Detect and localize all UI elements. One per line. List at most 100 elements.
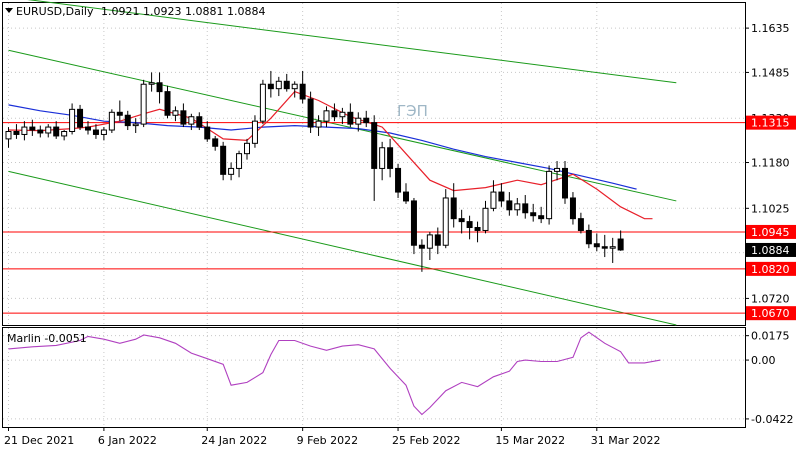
symbol-dropdown-icon[interactable] xyxy=(5,8,13,13)
time-tick-label: 25 Feb 2022 xyxy=(392,434,460,447)
candle-up xyxy=(45,126,52,134)
price-tick-label: 1.1635 xyxy=(751,22,790,35)
candle-down xyxy=(371,122,378,169)
time-tick-label: 15 Mar 2022 xyxy=(495,434,565,447)
candle-up xyxy=(355,117,362,125)
candle-up xyxy=(69,108,76,133)
price-tick-label: 1.1025 xyxy=(751,202,790,215)
marlin-line xyxy=(8,331,661,416)
level-label: 1.1315 xyxy=(751,117,790,130)
candle-down xyxy=(37,129,44,134)
candle-down xyxy=(387,147,394,169)
gap-watermark: ГЭП xyxy=(397,102,428,120)
candle-up xyxy=(148,82,155,85)
time-tick-label: 9 Feb 2022 xyxy=(297,434,358,447)
candle-down xyxy=(363,117,370,124)
candle-up xyxy=(379,147,386,169)
candle-up xyxy=(108,111,115,131)
candle-up xyxy=(100,129,107,135)
time-axis: 21 Dec 2021 6 Jan 2022 24 Jan 2022 9 Feb 20… xyxy=(4,427,661,447)
candle-down xyxy=(577,218,584,231)
candle-down xyxy=(569,197,576,220)
candle-down xyxy=(347,111,354,125)
candle-down xyxy=(418,244,425,249)
candle-up xyxy=(132,123,139,127)
candle-up xyxy=(172,110,179,116)
chart-symbol-title: EURUSD,Daily xyxy=(16,5,94,18)
candle-down xyxy=(498,191,505,202)
candle-down xyxy=(124,114,131,127)
marlin-tick-label: 0.00 xyxy=(751,354,776,367)
chart-ohlc-values: 1.0921 1.0923 1.0881 1.0884 xyxy=(101,5,265,18)
candle-down xyxy=(522,203,529,214)
candle-up xyxy=(490,191,497,209)
level-label: 1.0670 xyxy=(751,307,790,320)
candle-down xyxy=(164,91,171,116)
channel-line xyxy=(27,0,677,84)
candle-down xyxy=(180,110,187,125)
time-tick-label: 24 Jan 2022 xyxy=(201,434,267,447)
candle-up xyxy=(609,246,616,249)
price-axis: 1.16351.14851.13301.11801.10251.08751.07… xyxy=(745,22,796,426)
candle-up xyxy=(339,111,346,118)
candle-up xyxy=(315,120,322,128)
current-price-label: 1.0884 xyxy=(751,244,790,257)
candle-up xyxy=(259,83,266,122)
candle-down xyxy=(450,197,457,220)
level-label-box xyxy=(746,261,796,276)
candle-down xyxy=(458,218,465,223)
candle-down xyxy=(395,167,402,193)
candle-up xyxy=(244,142,250,155)
candle-up xyxy=(228,167,235,175)
candle-down xyxy=(530,212,537,217)
time-tick-label: 6 Jan 2022 xyxy=(98,434,157,447)
candle-down xyxy=(196,116,203,128)
candle-down xyxy=(506,200,513,211)
candle-down xyxy=(562,167,568,199)
candle-down xyxy=(92,129,99,135)
candle-down xyxy=(585,229,592,245)
candle-down xyxy=(307,98,314,128)
candle-down xyxy=(267,83,274,90)
candle-up xyxy=(188,116,195,125)
candle-up xyxy=(291,83,298,90)
current-price-box xyxy=(746,242,796,257)
indicator-name: Marlin -0.0051 xyxy=(7,332,87,345)
candle-up xyxy=(275,80,282,90)
candle-down xyxy=(331,110,338,118)
candle-down xyxy=(283,80,290,90)
candle-down xyxy=(538,215,545,220)
candles xyxy=(5,70,624,272)
marlin-tick-label: -0.0422 xyxy=(751,413,793,426)
candle-up xyxy=(442,197,449,246)
candle-down xyxy=(403,191,409,202)
price-tick-label: 1.1180 xyxy=(751,157,790,170)
candle-down xyxy=(53,126,60,137)
candle-down xyxy=(299,83,306,100)
candle-up xyxy=(554,167,561,172)
candle-up xyxy=(236,153,243,169)
channel-line xyxy=(8,170,677,326)
candle-down xyxy=(474,227,481,231)
candle-up xyxy=(426,234,433,249)
level-label-box xyxy=(746,306,796,321)
candle-down xyxy=(410,200,417,246)
candle-down xyxy=(13,131,20,135)
candle-up xyxy=(61,131,68,137)
indicator-frame xyxy=(2,327,746,428)
candle-down xyxy=(204,126,211,140)
level-label: 1.0945 xyxy=(751,226,790,239)
candle-down xyxy=(617,238,624,251)
marlin-oscillator xyxy=(8,331,661,416)
candle-up xyxy=(21,126,28,135)
candle-down xyxy=(466,221,473,229)
candle-up xyxy=(482,207,489,231)
price-tick-label: 1.1485 xyxy=(751,66,790,79)
candle-down xyxy=(156,82,163,93)
candle-up xyxy=(251,120,258,144)
level-label: 1.0820 xyxy=(751,263,790,276)
level-label-box xyxy=(746,224,796,239)
time-tick-label: 21 Dec 2021 xyxy=(4,434,74,447)
marlin-tick-label: 0.0175 xyxy=(751,330,790,343)
